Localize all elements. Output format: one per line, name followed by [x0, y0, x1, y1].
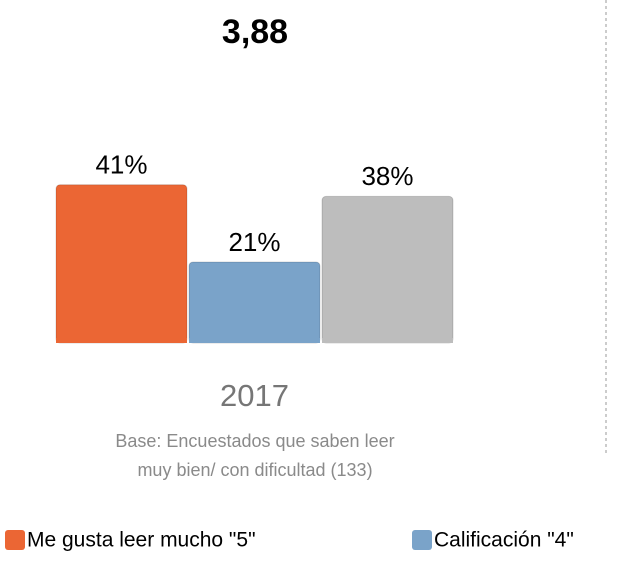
bar-base	[56, 338, 187, 343]
note: muy bien/ con dificultad (133)	[137, 460, 372, 480]
bar	[55, 184, 188, 344]
data-label: 38%	[361, 161, 413, 191]
data-label: 41%	[95, 150, 147, 180]
note: Base: Encuestados que saben leer	[115, 431, 394, 451]
category-label: 2017	[220, 378, 289, 413]
chart-title: 3,88	[222, 13, 288, 51]
data-label: 21%	[228, 227, 280, 257]
legend-swatch	[412, 530, 432, 550]
bar-base	[322, 338, 453, 343]
legend-label: Calificación "4"	[434, 529, 574, 552]
legend-label: Me gusta leer mucho "5"	[27, 529, 256, 552]
bar	[188, 261, 321, 344]
bar-base	[189, 338, 320, 343]
legend-swatch	[5, 530, 25, 550]
bar	[321, 195, 454, 344]
